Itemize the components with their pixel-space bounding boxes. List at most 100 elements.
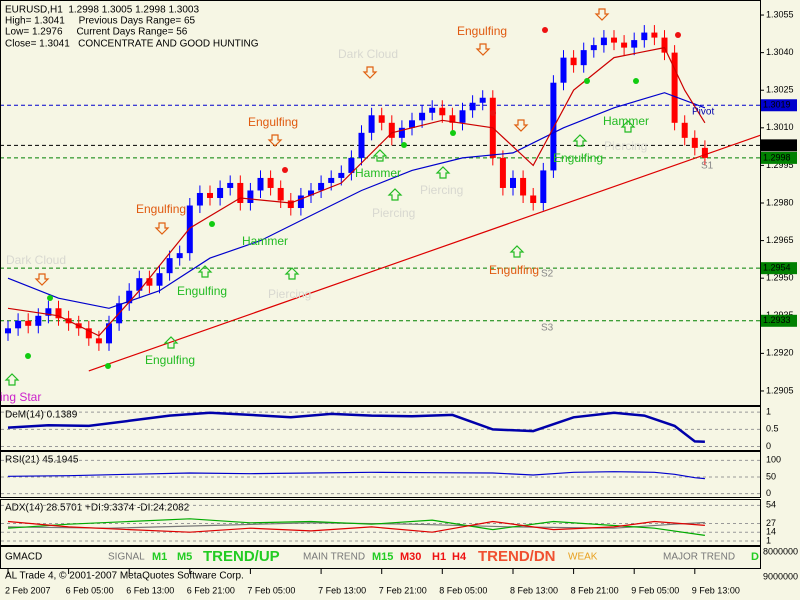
x-tick-label: 6 Feb 13:00 bbox=[126, 585, 174, 595]
x-tick-label: 7 Feb 13:00 bbox=[318, 585, 366, 595]
signal-dot bbox=[47, 295, 53, 301]
level-box bbox=[761, 139, 797, 152]
y-tick-label: 27 bbox=[766, 518, 776, 528]
pattern-label: Hammer bbox=[603, 114, 649, 128]
gmacd-axis-label: 8000000 bbox=[763, 546, 798, 556]
adx-frame bbox=[0, 499, 761, 546]
pattern-label: Engulfing bbox=[489, 263, 539, 277]
candle-body bbox=[257, 177, 264, 191]
gmacd-text: SIGNAL bbox=[108, 552, 145, 563]
candle-body bbox=[661, 37, 668, 53]
indicator-line bbox=[7, 521, 705, 529]
y-tick-label: 1.2905 bbox=[766, 385, 794, 395]
y-tick-label: 50 bbox=[766, 471, 776, 481]
signal-dot bbox=[209, 221, 215, 227]
pivot-label: S1 bbox=[701, 161, 714, 172]
level-label: 1.2933 bbox=[763, 315, 791, 325]
y-tick-label: 1.3055 bbox=[766, 9, 794, 19]
level-label: 1.2954 bbox=[763, 263, 791, 273]
signal-dot bbox=[282, 167, 288, 173]
gmacd-text: H4 bbox=[452, 551, 467, 563]
indicator-line bbox=[88, 134, 760, 372]
level-box bbox=[761, 314, 797, 327]
x-tick-label: 6 Feb 05:00 bbox=[66, 585, 114, 595]
candle-body bbox=[297, 195, 304, 209]
pivot-label: S3 bbox=[541, 323, 554, 334]
gmacd-text: MAJOR TREND bbox=[663, 552, 735, 563]
candle-body bbox=[590, 45, 597, 51]
candle-body bbox=[227, 182, 234, 188]
pattern-label: Engulfing bbox=[145, 353, 195, 367]
y-tick-label: 1 bbox=[766, 407, 771, 417]
pattern-label: Hammer bbox=[355, 166, 401, 180]
candle-body bbox=[510, 177, 516, 188]
level-box bbox=[761, 151, 797, 164]
x-tick-label: 9 Feb 05:00 bbox=[631, 585, 679, 595]
candle-body bbox=[621, 42, 628, 48]
candle-body bbox=[631, 40, 638, 48]
y-tick-label: 100 bbox=[766, 455, 781, 465]
gmacd-text: M15 bbox=[372, 551, 393, 563]
signal-dot bbox=[490, 110, 496, 116]
candle-body bbox=[55, 308, 62, 319]
x-tick-label: 6 Feb 21:00 bbox=[187, 585, 235, 595]
candle-body bbox=[287, 200, 294, 209]
y-tick-label: 1.3010 bbox=[766, 122, 794, 132]
indicator-panel: RSI(21) 45.1945 0 50 100 bbox=[1, 455, 781, 498]
candle-body bbox=[409, 120, 415, 128]
x-tick-label: 7 Feb 21:00 bbox=[379, 585, 427, 595]
candle-body bbox=[540, 170, 547, 204]
gmacd-text: MAIN TREND bbox=[303, 552, 365, 563]
candle-body bbox=[560, 57, 567, 83]
candle-body bbox=[681, 122, 688, 138]
candle-body bbox=[45, 308, 52, 316]
candle-body bbox=[358, 132, 365, 158]
x-tick-label: 9 Feb 13:00 bbox=[692, 585, 740, 595]
candle-body bbox=[641, 32, 648, 41]
candle-body bbox=[419, 112, 426, 121]
indicator-title: RSI(21) 45.1945 bbox=[5, 455, 79, 466]
y-tick-label: 1 bbox=[766, 535, 771, 545]
signal-dot bbox=[542, 27, 548, 33]
candle-body bbox=[378, 115, 385, 123]
candle-body bbox=[459, 110, 466, 123]
indicator-title: DeM(14) 0.1389 bbox=[5, 410, 78, 421]
indicator-panel: DeM(14) 0.1389 0 0.5 1 bbox=[1, 407, 779, 451]
pattern-label: Piercing bbox=[268, 287, 311, 301]
candle-body bbox=[166, 258, 173, 274]
x-tick-label: 8 Feb 05:00 bbox=[439, 585, 487, 595]
candle-body bbox=[85, 328, 92, 339]
candle-body bbox=[580, 50, 587, 66]
y-tick-label: 1.2995 bbox=[766, 160, 794, 170]
candle-body bbox=[701, 147, 708, 158]
candle-body bbox=[217, 187, 224, 198]
candle-body bbox=[186, 205, 193, 254]
pattern-markers bbox=[5, 8, 681, 386]
candle-body bbox=[196, 192, 203, 206]
candle-body bbox=[479, 97, 486, 103]
gmacd-text: H1 bbox=[432, 551, 446, 563]
candle-body bbox=[207, 192, 213, 198]
candle-body bbox=[25, 320, 32, 326]
candle-body bbox=[570, 57, 577, 66]
pattern-label: Engulfing bbox=[136, 202, 186, 216]
panel-frames bbox=[0, 0, 761, 569]
footer: AL Trade 4, © 2001-2007 MetaQuotes Softw… bbox=[5, 571, 244, 582]
candle-body bbox=[671, 52, 678, 123]
candle-body bbox=[15, 320, 22, 329]
pattern-labels: Dark Cloud Engulfing Engulfing Engulfing… bbox=[0, 24, 714, 404]
candle-body bbox=[176, 253, 183, 259]
y-tick-label: 1.3040 bbox=[766, 47, 794, 57]
signal-dot bbox=[675, 32, 681, 38]
pivot-label: Pivot bbox=[692, 107, 714, 118]
candle-body bbox=[611, 37, 617, 43]
candle-body bbox=[651, 32, 658, 38]
candle-body bbox=[308, 190, 314, 196]
candle-body bbox=[338, 172, 345, 178]
pattern-label: ing Star bbox=[0, 390, 41, 404]
main-plot bbox=[1, 25, 760, 372]
pattern-label: Engulfing bbox=[553, 151, 603, 165]
indicator-line bbox=[7, 520, 705, 533]
dem-frame bbox=[0, 406, 761, 451]
x-tick-label: 8 Feb 21:00 bbox=[571, 585, 619, 595]
